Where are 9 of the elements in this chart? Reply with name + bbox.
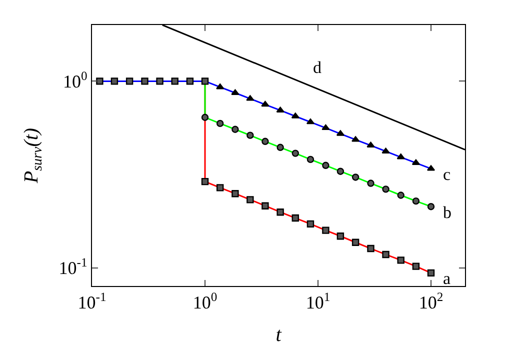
series-label: d bbox=[313, 58, 322, 77]
x-axis-title: t bbox=[276, 324, 282, 346]
series-label: a bbox=[443, 269, 451, 288]
series-label: c bbox=[443, 165, 451, 184]
x-tick-label: 10$^{1}$ bbox=[306, 290, 330, 313]
series-label: b bbox=[443, 203, 452, 222]
x-tick-label: 10$^{-1}$ bbox=[78, 290, 106, 313]
x-tick-label: 10$^{2}$ bbox=[418, 290, 444, 313]
x-tick-label: 10$^{0}$ bbox=[192, 290, 218, 313]
